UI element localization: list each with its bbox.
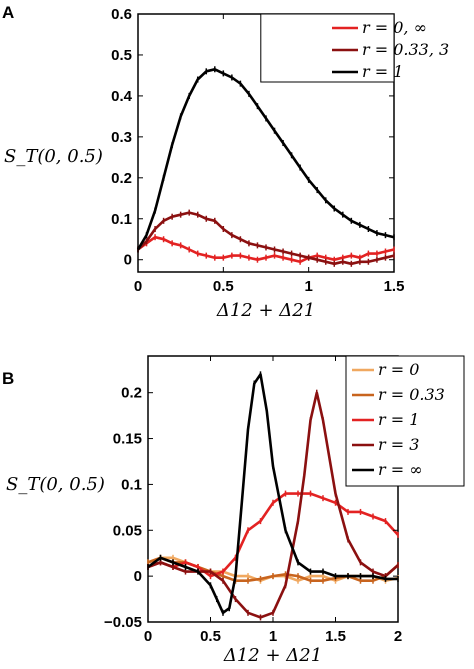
legend-entry: r = 0.33, 3 [362, 40, 449, 59]
x-tick-label: 1 [304, 278, 312, 295]
legend-entry: r = 0, ∞ [362, 18, 427, 37]
panel-a-label: A [2, 3, 14, 22]
legend-entry: r = 1 [378, 410, 419, 429]
x-tick-label: 0 [134, 278, 142, 295]
y-tick-label: 0.5 [111, 47, 132, 64]
panel-a-legend: r = 0, ∞ r = 0.33, 3 r = 1 [260, 13, 449, 83]
x-tick-label: 0.5 [213, 278, 234, 295]
legend-entry: r = 0.33 [378, 385, 445, 404]
x-tick-label: 1 [269, 628, 277, 645]
panel-b-legend: r = 0 r = 0.33 r = 1 r = 3 r = ∞ [345, 355, 465, 487]
y-tick-label: 0.15 [113, 431, 142, 448]
panel-a-x-ticks: 0 0.5 1 1.5 [134, 14, 405, 295]
panel-a-legend-box [260, 13, 395, 83]
y-tick-label: 0.2 [121, 385, 142, 402]
panel-a-x-axis-label: Δ12 + Δ21 [216, 300, 315, 321]
y-tick-label: −0.05 [104, 614, 142, 631]
legend-entry: r = ∞ [378, 460, 423, 479]
panel-a: A 0 0.1 0.2 0.3 0.4 0.5 0.6 0 0.5 1 1.5 S_T(0, 0.… [2, 3, 449, 321]
panel-b-series-group [147, 371, 399, 621]
y-tick-label: 0 [124, 252, 132, 269]
y-tick-label: 0.6 [111, 6, 132, 23]
y-tick-label: 0.1 [111, 211, 132, 228]
panel-a-y-ticks: 0 0.1 0.2 0.3 0.4 0.5 0.6 [111, 6, 394, 269]
legend-entry: r = 1 [362, 62, 403, 81]
y-tick-label: 0.3 [111, 129, 132, 146]
y-tick-label: 0.05 [113, 522, 142, 539]
legend-entry: r = 0 [378, 360, 419, 379]
x-tick-label: 1.5 [384, 278, 405, 295]
x-tick-label: 0.5 [200, 628, 221, 645]
series-line [136, 68, 395, 251]
panel-b-y-ticks: −0.05 0 0.05 0.1 0.15 0.2 [104, 385, 398, 631]
series-line [147, 372, 398, 615]
y-tick-label: 0.2 [111, 170, 132, 187]
panel-a-y-axis-label: S_T(0, 0.5) [4, 146, 103, 167]
panel-b-x-ticks: 0 0.5 1 1.5 2 [144, 356, 402, 645]
y-tick-label: 0.4 [111, 88, 133, 105]
panel-a-series-group [136, 66, 395, 267]
x-tick-label: 0 [144, 628, 152, 645]
panel-b-x-axis-label: Δ12 + Δ21 [223, 645, 322, 666]
panel-b-y-axis-label: S_T(0, 0.5) [6, 474, 105, 495]
y-tick-label: 0 [134, 568, 142, 585]
x-tick-label: 1.5 [325, 628, 346, 645]
legend-entry: r = 3 [378, 435, 419, 454]
panel-b-label: B [2, 369, 14, 388]
x-tick-label: 2 [394, 628, 402, 645]
y-tick-label: 0.1 [121, 476, 142, 493]
